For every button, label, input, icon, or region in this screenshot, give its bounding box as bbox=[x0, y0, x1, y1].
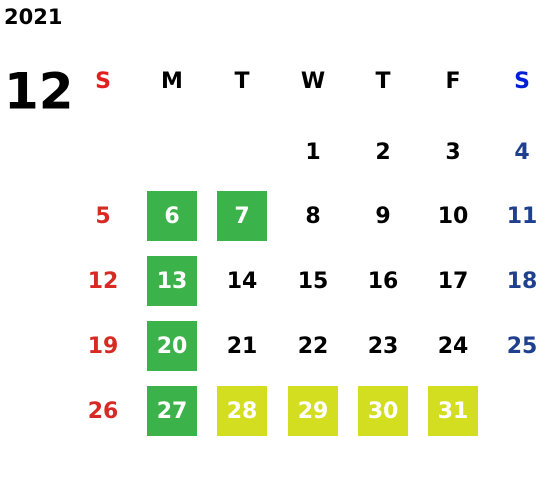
weekday-header: W bbox=[301, 69, 325, 94]
day: 25 bbox=[507, 334, 538, 359]
day-highlight bbox=[428, 386, 478, 436]
day: 27 bbox=[157, 399, 188, 424]
day-highlight bbox=[217, 386, 267, 436]
day: 5 bbox=[95, 204, 110, 229]
day: 13 bbox=[157, 269, 188, 294]
day: 24 bbox=[438, 334, 469, 359]
day: 10 bbox=[438, 204, 469, 229]
day: 31 bbox=[438, 399, 469, 424]
day: 30 bbox=[368, 399, 399, 424]
day-highlight bbox=[147, 386, 197, 436]
weekday-header: T bbox=[375, 69, 390, 94]
day: 12 bbox=[88, 269, 119, 294]
day-highlight bbox=[147, 256, 197, 306]
day: 29 bbox=[298, 399, 329, 424]
weekday-header: M bbox=[161, 69, 183, 94]
day-highlight bbox=[147, 321, 197, 371]
weekday-header: S bbox=[95, 69, 111, 94]
day: 23 bbox=[368, 334, 399, 359]
day: 28 bbox=[227, 399, 258, 424]
day: 14 bbox=[227, 269, 258, 294]
day: 16 bbox=[368, 269, 399, 294]
day: 7 bbox=[234, 204, 249, 229]
month: 12 bbox=[4, 63, 74, 121]
day: 22 bbox=[298, 334, 329, 359]
day: 26 bbox=[88, 399, 119, 424]
year: 2021 bbox=[4, 5, 62, 29]
day: 17 bbox=[438, 269, 469, 294]
day: 15 bbox=[298, 269, 329, 294]
day-highlight bbox=[147, 191, 197, 241]
day-highlight bbox=[288, 386, 338, 436]
day: 18 bbox=[507, 269, 538, 294]
day-highlight bbox=[217, 191, 267, 241]
day: 11 bbox=[507, 204, 538, 229]
day: 4 bbox=[514, 140, 529, 165]
day: 21 bbox=[227, 334, 258, 359]
day: 6 bbox=[164, 204, 179, 229]
day: 20 bbox=[157, 334, 188, 359]
weekday-header: T bbox=[234, 69, 249, 94]
weekday-header: S bbox=[514, 69, 530, 94]
day: 1 bbox=[305, 140, 320, 165]
day: 2 bbox=[375, 140, 390, 165]
day: 9 bbox=[375, 204, 390, 229]
weekday-header: F bbox=[445, 69, 460, 94]
day-highlight bbox=[358, 386, 408, 436]
day: 3 bbox=[445, 140, 460, 165]
day: 19 bbox=[88, 334, 119, 359]
day: 8 bbox=[305, 204, 320, 229]
